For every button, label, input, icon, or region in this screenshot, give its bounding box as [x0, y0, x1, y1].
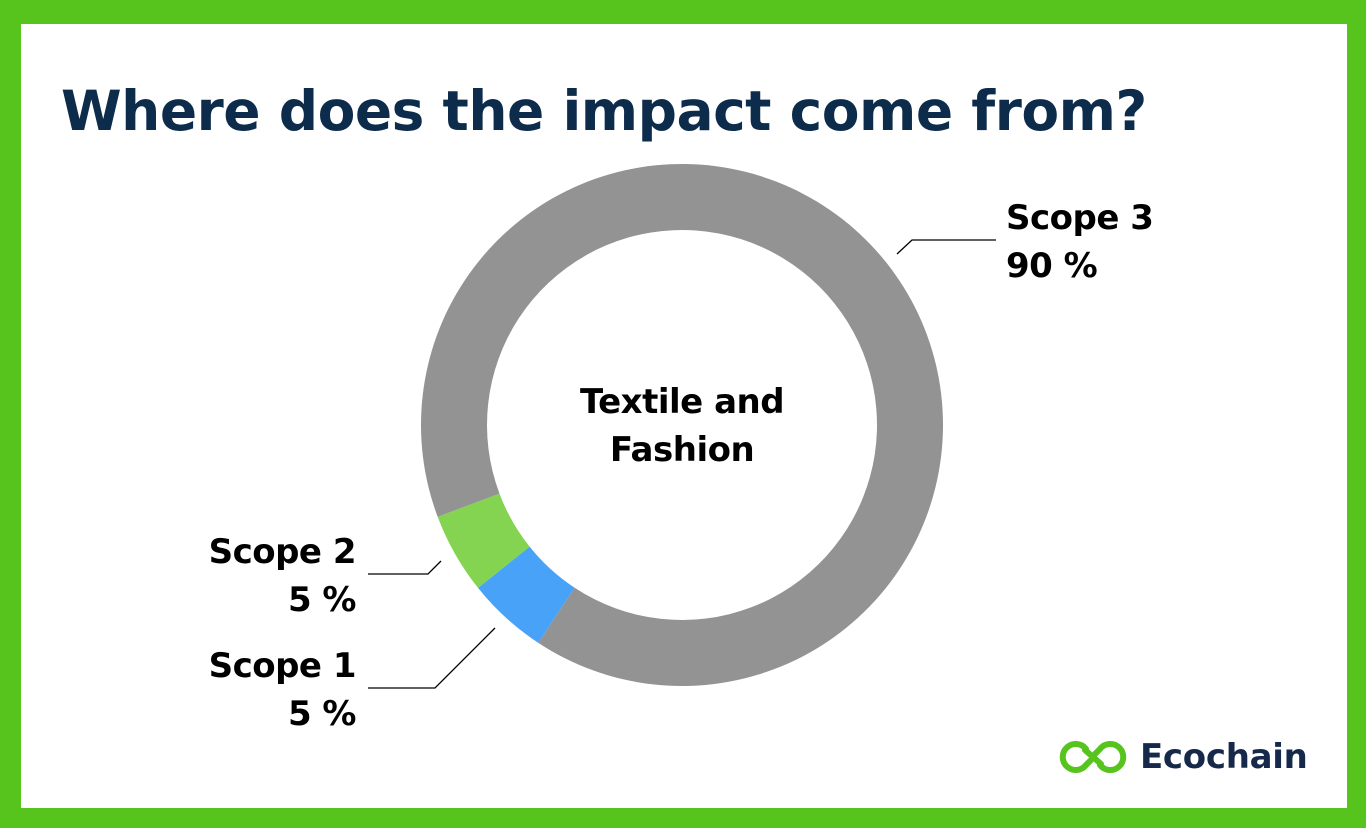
chain-link-icon [1059, 741, 1127, 773]
leader-line-scope3 [896, 239, 996, 255]
center-label-line2: Fashion [609, 430, 755, 470]
donut-center-label: Textile and Fashion [532, 378, 832, 474]
brand-name: Ecochain [1140, 737, 1308, 777]
donut-slices [420, 163, 943, 686]
page-title: Where does the impact come from? [61, 79, 1147, 143]
donut-slice-scope-1 [478, 546, 575, 643]
label-scope1-value: 5 % [287, 694, 357, 734]
label-scope3: Scope 3 90 % [1006, 194, 1154, 290]
label-scope1: Scope 1 5 % [208, 642, 357, 738]
label-scope3-name: Scope 3 [1006, 198, 1154, 238]
donut-slice-scope-2 [437, 493, 530, 588]
label-scope3-value: 90 % [1006, 246, 1098, 286]
center-label-line1: Textile and [579, 382, 785, 422]
label-scope2-name: Scope 2 [208, 532, 357, 572]
ecochain-logo: Ecochain [1058, 737, 1308, 777]
label-scope1-name: Scope 1 [208, 646, 357, 686]
label-scope2-value: 5 % [287, 580, 357, 620]
leader-line-scope2 [368, 560, 442, 575]
leader-line-scope1 [368, 627, 496, 689]
label-scope2: Scope 2 5 % [208, 528, 357, 624]
